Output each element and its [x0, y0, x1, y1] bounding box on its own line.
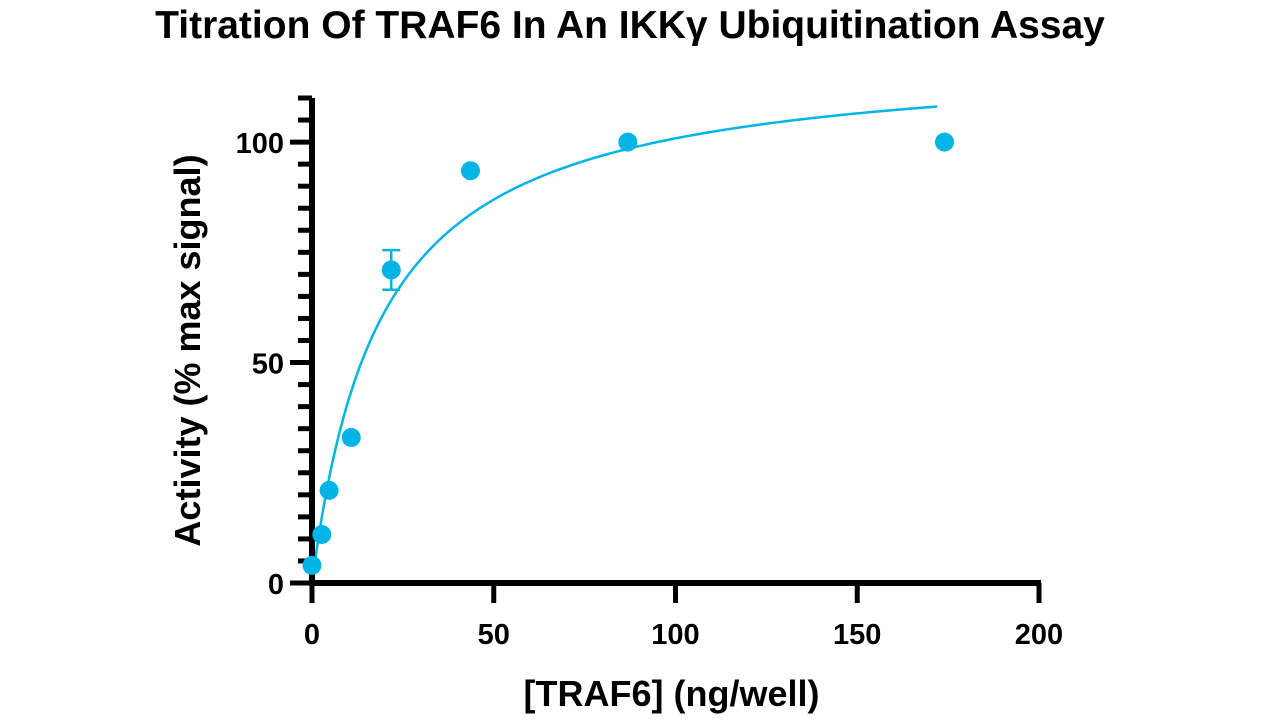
axes-layer: 0 50 100 0 50 100 150 200 [236, 95, 1063, 651]
x-tick-label: 200 [1015, 619, 1063, 651]
chart-title: Titration Of TRAF6 In An IKKγ Ubiquitina… [155, 4, 1105, 47]
data-point [934, 132, 954, 152]
data-point [302, 555, 322, 575]
data-point [460, 161, 480, 181]
fit-curve [310, 105, 938, 584]
y-tick-label: 0 [268, 569, 284, 601]
y-axis-title: Activity (% max signal) [167, 154, 208, 546]
x-axis-title: [TRAF6] (ng/well) [524, 673, 820, 714]
data-point [312, 525, 332, 544]
points-layer [302, 132, 954, 575]
x-tick-label: 150 [833, 619, 881, 651]
x-tick-label: 0 [304, 619, 320, 651]
fit-layer [310, 105, 938, 584]
data-point [319, 480, 339, 500]
y-tick-label: 50 [252, 349, 284, 381]
y-tick-label: 100 [236, 128, 284, 160]
data-point [341, 428, 361, 447]
data-point [381, 260, 401, 280]
x-tick-label: 100 [651, 619, 699, 651]
data-point [618, 132, 638, 152]
x-tick-label: 50 [478, 619, 510, 651]
